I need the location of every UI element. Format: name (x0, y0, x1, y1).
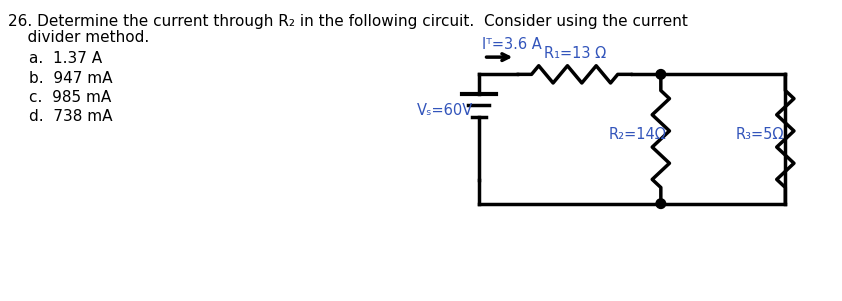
Text: divider method.: divider method. (8, 30, 149, 45)
Text: b.  947 mA: b. 947 mA (29, 70, 112, 85)
Text: Vₛ=60V: Vₛ=60V (417, 103, 473, 118)
Circle shape (656, 199, 666, 209)
Text: R₁=13 Ω: R₁=13 Ω (544, 46, 605, 61)
Text: R₂=14Ω: R₂=14Ω (608, 127, 666, 142)
Text: c.  985 mA: c. 985 mA (29, 90, 111, 105)
Text: d.  738 mA: d. 738 mA (29, 109, 112, 124)
Circle shape (656, 70, 666, 79)
Text: Iᵀ=3.6 A: Iᵀ=3.6 A (482, 37, 541, 52)
Text: 26. Determine the current through R₂ in the following circuit.  Consider using t: 26. Determine the current through R₂ in … (8, 14, 688, 29)
Text: a.  1.37 A: a. 1.37 A (29, 51, 102, 67)
Text: R₃=5Ω: R₃=5Ω (736, 127, 784, 142)
